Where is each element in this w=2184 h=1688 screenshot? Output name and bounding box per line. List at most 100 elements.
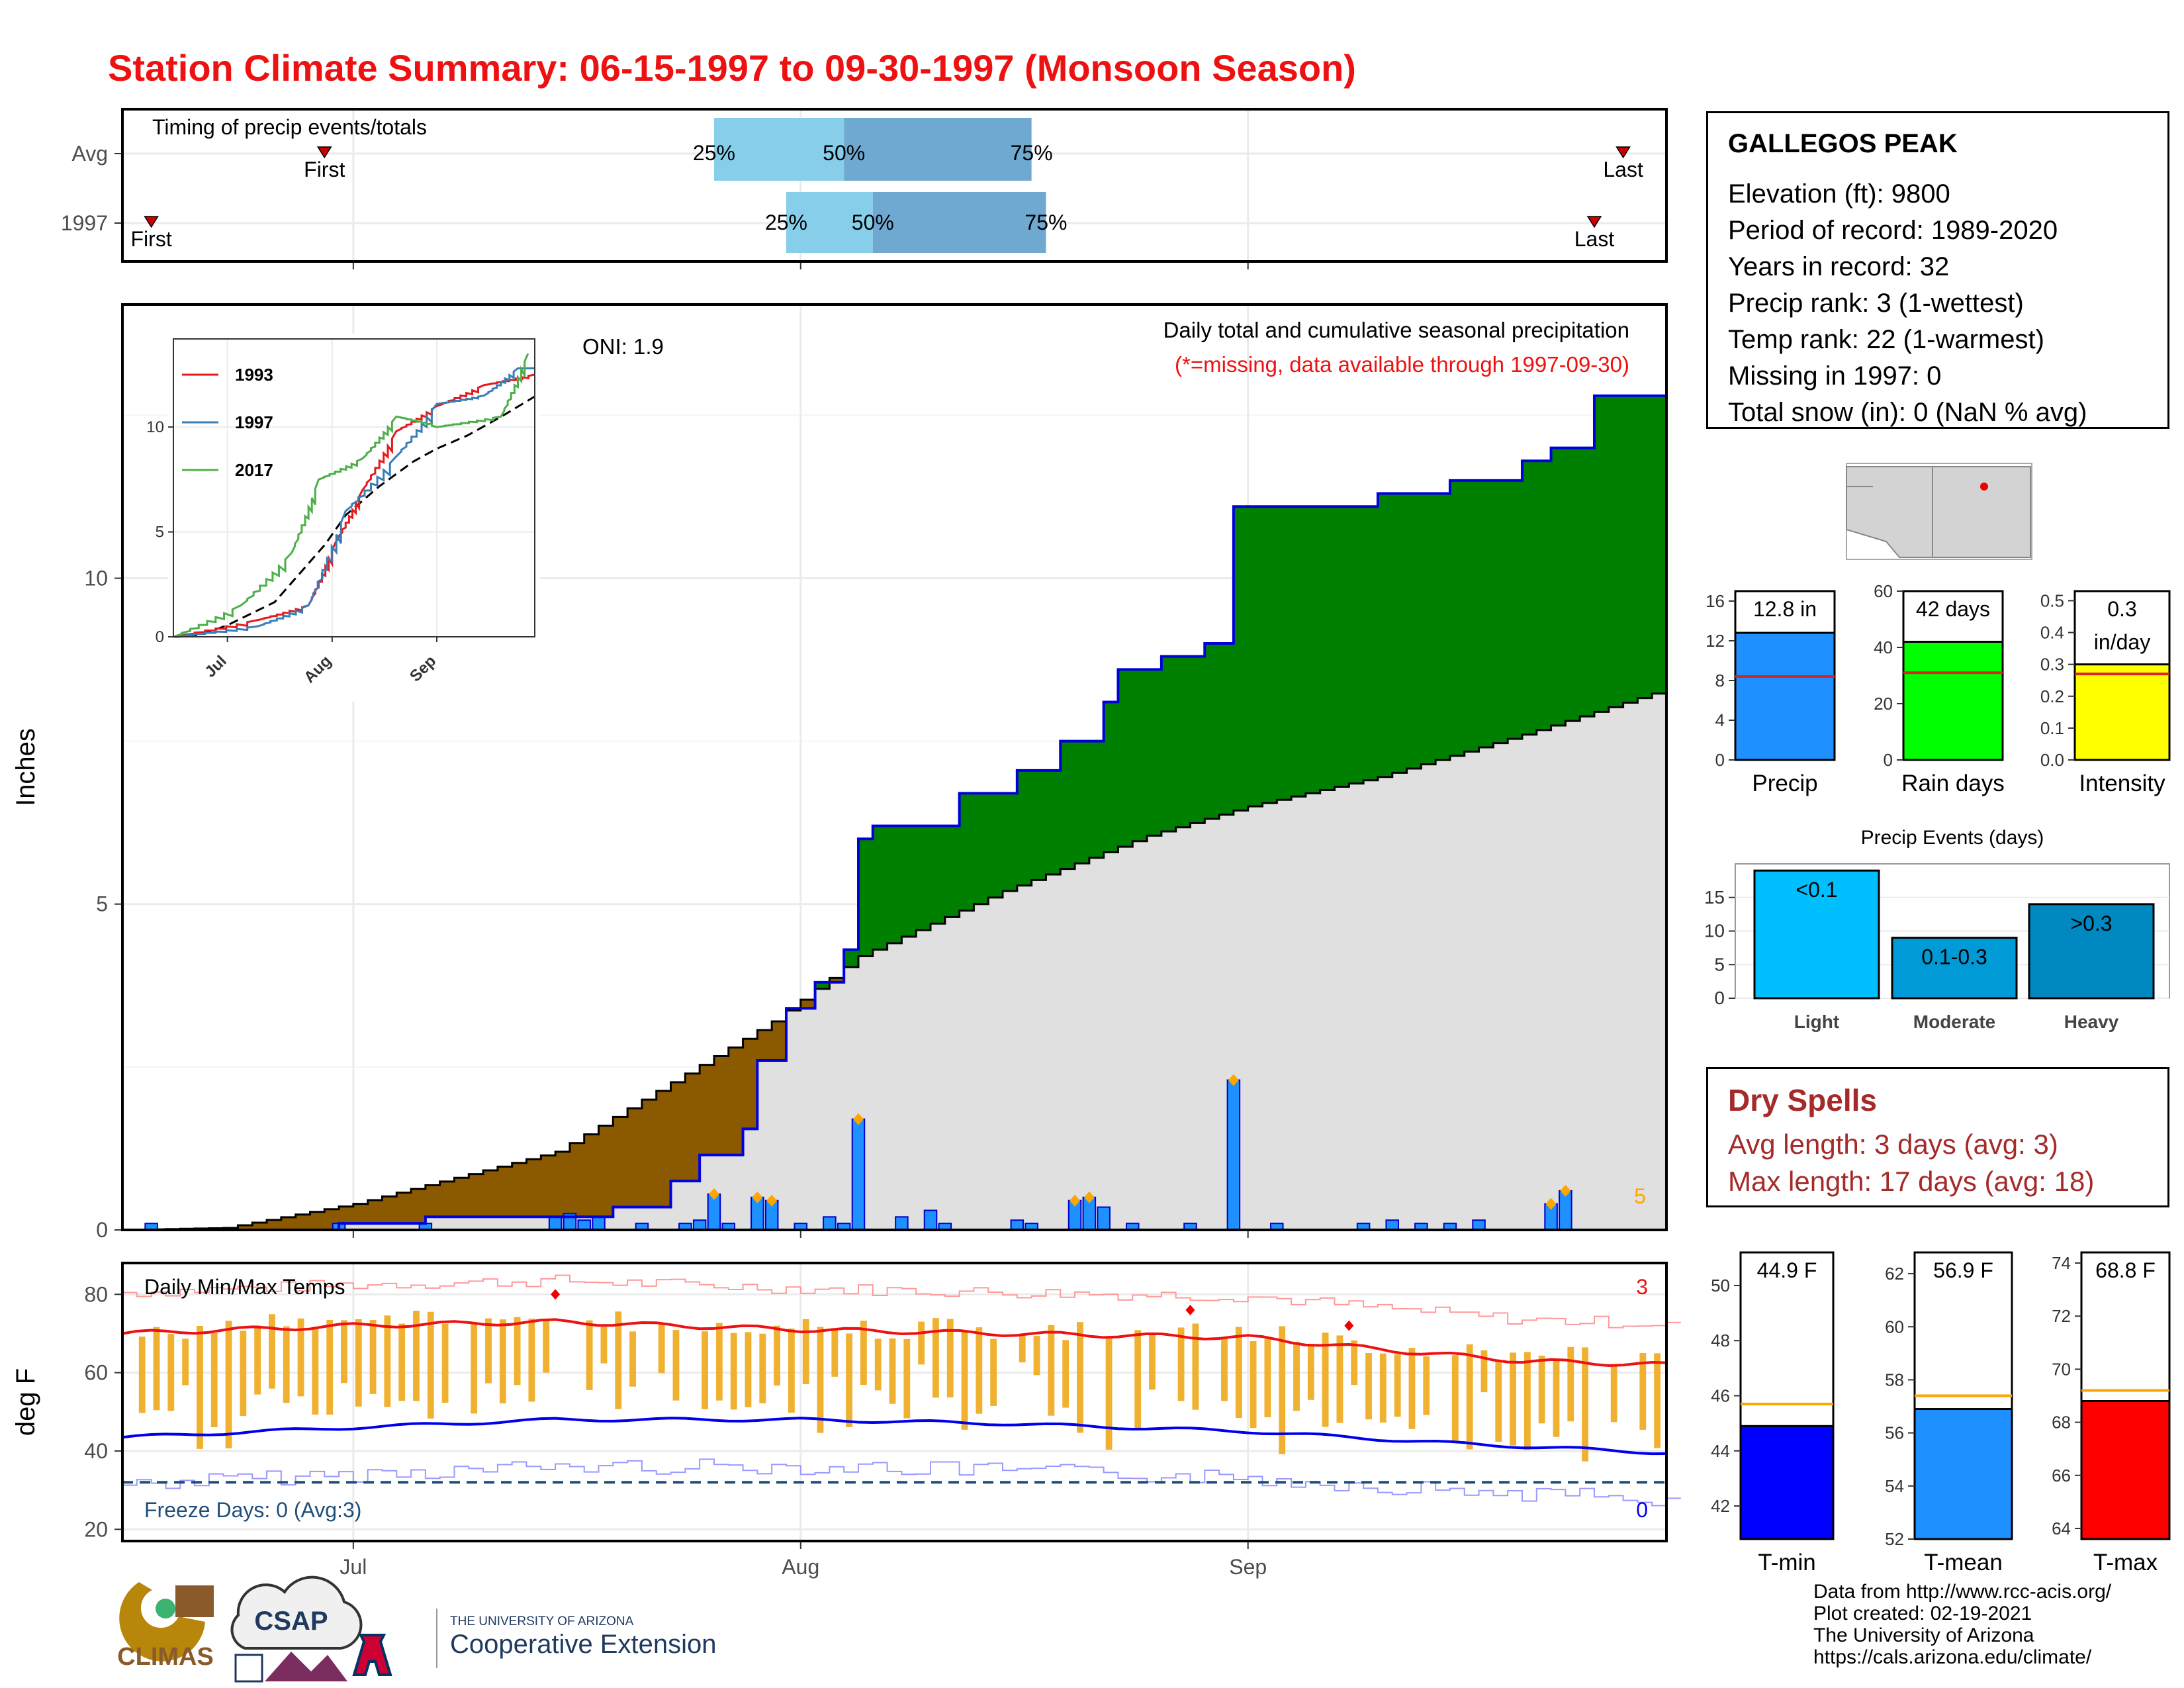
- quartile-label-50: 50%: [852, 211, 894, 234]
- daily-temp-range: [672, 1330, 680, 1401]
- daily-temp-range: [1177, 1327, 1185, 1401]
- ua-logo-mark: [352, 1634, 392, 1676]
- event-bar: [1891, 937, 2018, 1000]
- daily-temp-range: [1538, 1355, 1545, 1424]
- average-max-line: [122, 1318, 1667, 1367]
- bar-tick-label: 4: [1715, 710, 1725, 730]
- above-average-area: [944, 825, 960, 917]
- bar-tick-label: 42: [1711, 1496, 1730, 1516]
- events-tick-label: 5: [1714, 954, 1725, 974]
- above-average-area: [815, 982, 830, 989]
- quartile-bar-low: [713, 118, 844, 181]
- above-average-area: [1003, 793, 1018, 892]
- daily-temp-range: [528, 1318, 535, 1402]
- bar-tick-label: 66: [2052, 1466, 2071, 1485]
- daily-temp-range: [1582, 1347, 1588, 1462]
- bar-name: T-min: [1758, 1550, 1816, 1575]
- above-average-area: [916, 825, 931, 931]
- above-average-area: [1551, 447, 1566, 726]
- above-average-area: [1349, 506, 1364, 784]
- daily-temp-range: [269, 1314, 275, 1389]
- daily-temp-range: [1567, 1346, 1574, 1422]
- daily-temp-range: [1134, 1330, 1142, 1429]
- summary-bar: [2073, 663, 2171, 761]
- below-average-area: [267, 1219, 282, 1230]
- above-average-area: [1190, 656, 1205, 823]
- daily-temp-range: [1192, 1323, 1199, 1410]
- daily-precip-bar: [851, 1118, 866, 1231]
- above-average-area: [1608, 395, 1624, 708]
- first-marker: [144, 216, 159, 228]
- daily-temp-range: [1264, 1338, 1271, 1417]
- bar-tick-label: 44: [1711, 1441, 1730, 1461]
- below-average-area: [569, 1143, 585, 1217]
- daily-temp-range: [788, 1329, 795, 1413]
- above-average-area: [1147, 669, 1162, 836]
- events-tick-label: 0: [1714, 988, 1725, 1008]
- event-category-label: Light: [1794, 1011, 1839, 1032]
- above-average-area: [974, 793, 989, 904]
- daily-temp-range: [946, 1319, 954, 1398]
- below-average-area: [743, 1039, 758, 1129]
- bar-tick-label: 0.3: [2040, 655, 2064, 675]
- daily-temp-range: [961, 1331, 968, 1430]
- daily-temp-range: [297, 1318, 304, 1397]
- daily-temp-range: [976, 1327, 983, 1414]
- last-marker: [1586, 216, 1602, 228]
- cumulative-average-area: [122, 693, 1666, 1230]
- daily-precip-bar: [823, 1216, 837, 1231]
- above-average-area: [1262, 506, 1277, 804]
- above-average-area: [1017, 770, 1032, 886]
- quartile-bar-high: [844, 118, 1032, 181]
- legend-label: 1997: [235, 412, 273, 432]
- above-average-area: [1508, 480, 1523, 739]
- below-average-area: [367, 1199, 383, 1224]
- bar-value-label: 0.3: [2107, 597, 2136, 621]
- row-label: Avg: [71, 142, 108, 165]
- station-snow: Total snow (in): 0 (NaN % avg): [1728, 398, 2087, 427]
- daily-temp-range: [1408, 1348, 1416, 1429]
- daily-precip-bar: [548, 1216, 563, 1231]
- daily-temp-range: [715, 1323, 723, 1401]
- summary-bar: [1902, 641, 2004, 761]
- x-tick-label: Jul: [340, 1555, 367, 1579]
- bar-tick-label: 0.4: [2040, 623, 2064, 643]
- csap-mountains: [265, 1652, 347, 1681]
- above-average-area: [844, 949, 859, 967]
- daily-temp-range: [874, 1338, 882, 1391]
- below-average-area: [800, 1000, 816, 1009]
- y-tick-label: 0: [96, 1218, 108, 1242]
- daily-temp-range: [326, 1319, 334, 1415]
- climas-block: [175, 1585, 214, 1617]
- bar-tick-label: 12: [1706, 631, 1725, 651]
- daily-temp-range: [1480, 1350, 1488, 1393]
- summary-bar: [2080, 1400, 2171, 1540]
- daily-temp-range: [369, 1319, 377, 1394]
- location-map: [1846, 463, 2032, 560]
- bar-tick-label: 60: [1885, 1317, 1904, 1336]
- above-average-area: [872, 825, 888, 950]
- event-bar: [2028, 903, 2155, 1000]
- above-average-area: [1118, 669, 1133, 847]
- summary-bar: [1739, 1425, 1835, 1540]
- summary-bar: [1913, 1408, 2013, 1540]
- bar-name: Intensity: [2079, 771, 2165, 796]
- above-average-area: [1464, 480, 1480, 752]
- daily-temp-range: [182, 1338, 189, 1385]
- below-average-area: [483, 1170, 498, 1217]
- daily-temp-range: [1553, 1360, 1560, 1437]
- heavy-event-marker: [766, 1194, 778, 1207]
- bar-value-label: 12.8 in: [1753, 597, 1817, 621]
- daily-temp-range: [1322, 1333, 1329, 1427]
- dry-spells-max: Max length: 17 days (avg: 18): [1728, 1166, 2095, 1197]
- bar-value-label: 68.8 F: [2095, 1258, 2156, 1282]
- inset-y-tick-label: 10: [146, 418, 164, 436]
- heavy-event-marker: [1069, 1194, 1081, 1207]
- daily-temp-range: [1423, 1356, 1430, 1415]
- y-tick-label: 10: [84, 566, 108, 590]
- record-max-count: 3: [1636, 1275, 1648, 1299]
- footer-line: https://cals.arizona.edu/climate/: [1813, 1646, 2092, 1668]
- above-average-area: [1392, 493, 1408, 773]
- event-category-label: Moderate: [1913, 1011, 1995, 1032]
